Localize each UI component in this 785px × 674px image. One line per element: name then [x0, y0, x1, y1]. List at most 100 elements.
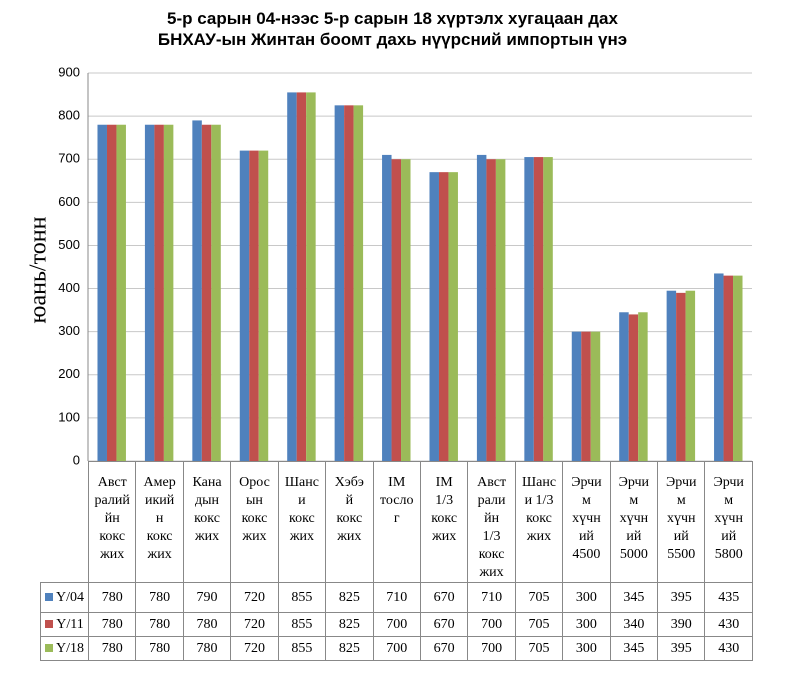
table-value: 710 [372, 582, 421, 613]
table-value: 855 [277, 636, 327, 661]
y-tick-label: 0 [73, 452, 80, 467]
table-value: 780 [135, 612, 184, 637]
bar [524, 157, 534, 462]
category-row: Авст ралий йн кокс жих Амер икий н кокс ж… [40, 461, 753, 583]
table-value: 700 [372, 612, 421, 637]
table-value: 825 [325, 582, 374, 613]
bar [666, 290, 677, 461]
bar [97, 124, 107, 461]
bar [486, 159, 496, 461]
x-tick-label: Шанс и кокс жих [277, 461, 327, 583]
bar [258, 150, 269, 461]
bar [590, 331, 601, 461]
x-tick-label: Шанс и 1/3 кокс жих [514, 461, 564, 583]
table-value: 345 [609, 636, 659, 661]
x-tick-label: Эрчи м хүчн ий 5800 [704, 461, 753, 583]
bar [287, 92, 297, 462]
legend-swatch [45, 643, 53, 652]
table-value: 430 [704, 612, 753, 637]
series-row: Y/04 780 780 790 720 855 825 710 670 710 705 300 345… [40, 582, 753, 613]
table-value: 345 [609, 582, 659, 613]
bar [154, 124, 164, 461]
legend-cell: Y/04 [40, 582, 89, 613]
bar [676, 292, 686, 461]
chart-title: 5-р сарын 04-нээс 5-р сарын 18 хүртэлх х… [157, 9, 628, 49]
table-value: 720 [230, 612, 279, 637]
table-value: 700 [467, 612, 516, 637]
bar [495, 159, 506, 461]
bar [106, 124, 117, 461]
bar [448, 172, 458, 461]
bar [533, 157, 544, 462]
x-tick-label: Эрчи м хүчн ий 4500 [562, 461, 611, 583]
table-value: 855 [277, 582, 327, 613]
table-value: 300 [562, 582, 611, 613]
series-row: Y/18 780 780 780 720 855 825 700 670 700 705 300 345… [40, 636, 753, 661]
legend-swatch [45, 619, 54, 628]
x-tick-label: Эрчи м хүчн ий 5000 [609, 461, 659, 583]
table-value: 670 [419, 612, 469, 637]
table-value: 705 [514, 636, 564, 661]
y-axis-label: юань/тонн [26, 216, 52, 323]
bar [733, 275, 743, 461]
bar [543, 157, 553, 462]
bar [144, 124, 155, 461]
bar [116, 124, 126, 461]
empty-cell [40, 461, 89, 583]
table-value: 700 [372, 636, 421, 661]
table-value: 395 [657, 582, 706, 613]
bar [429, 172, 439, 461]
table-value: 435 [704, 582, 753, 613]
bar [619, 312, 629, 461]
bar [344, 105, 354, 461]
table-value: 780 [87, 582, 137, 613]
table-value: 710 [467, 582, 516, 613]
bar [391, 159, 402, 461]
y-tick-label: 500 [58, 237, 80, 252]
table-value: 780 [182, 636, 232, 661]
y-tick-label: 900 [58, 64, 80, 79]
y-tick-label: 200 [58, 366, 80, 381]
table-value: 300 [562, 636, 611, 661]
table-value: 855 [277, 612, 327, 637]
bar [476, 154, 487, 461]
y-tick-label: 300 [58, 323, 80, 338]
bar [723, 275, 734, 461]
x-tick-label: Авст рали йн 1/3 кокс жих [467, 461, 516, 583]
table-value: 670 [419, 636, 469, 661]
bar [192, 120, 202, 461]
legend-swatch [45, 592, 53, 601]
table-value: 780 [135, 582, 184, 613]
legend-cell: Y/11 [40, 612, 89, 637]
table-value: 700 [467, 636, 516, 661]
table-value: 790 [182, 582, 232, 613]
table-value: 780 [87, 612, 137, 637]
bar [249, 150, 259, 461]
table-value: 395 [657, 636, 706, 661]
table-value: 390 [657, 612, 706, 637]
x-tick-label: Хэбэ й кокс жих [325, 461, 374, 583]
y-tick-label: 600 [58, 194, 80, 209]
table-value: 705 [514, 582, 564, 613]
bar [201, 124, 212, 461]
table-value: 430 [704, 636, 753, 661]
table-value: 670 [419, 582, 469, 613]
table-value: 340 [609, 612, 659, 637]
bar [239, 150, 250, 461]
x-tick-label: Авст ралий йн кокс жих [87, 461, 137, 583]
bar [296, 92, 307, 462]
legend-cell: Y/18 [40, 636, 89, 661]
table-value: 780 [87, 636, 137, 661]
bar [382, 154, 392, 461]
table-value: 825 [325, 636, 374, 661]
legend-label: Y/18 [56, 640, 84, 656]
table-value: 780 [182, 612, 232, 637]
bar [306, 92, 316, 462]
bar [438, 172, 449, 461]
bar [638, 312, 648, 461]
bar [571, 331, 582, 461]
series-row: Y/11 780 780 780 720 855 825 700 670 700 705 300 340… [40, 612, 753, 637]
legend-label: Y/04 [56, 589, 84, 605]
